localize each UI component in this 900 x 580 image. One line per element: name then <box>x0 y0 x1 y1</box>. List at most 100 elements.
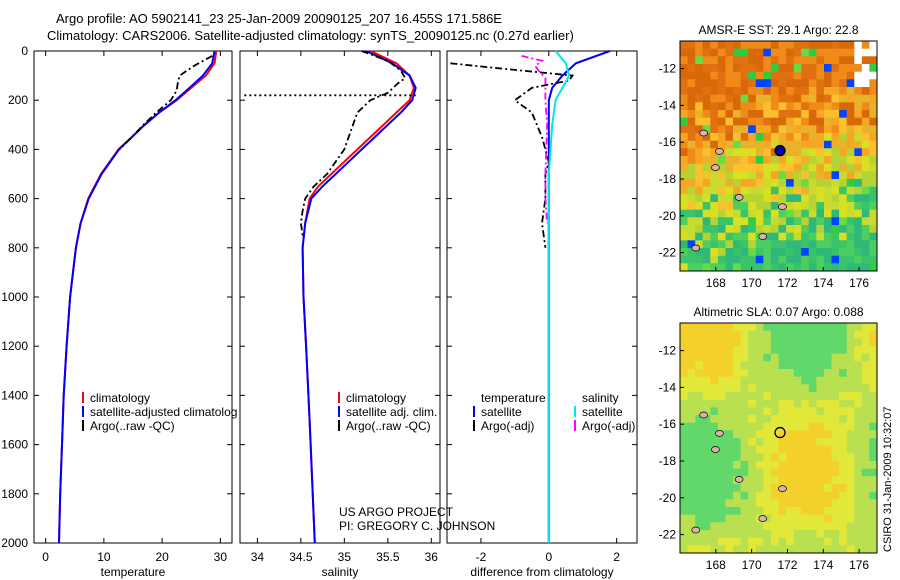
y-tick-label: 400 <box>8 142 28 156</box>
map-x-tick-label: 170 <box>742 558 762 572</box>
x-tick-label: 34 <box>251 550 265 564</box>
map-y-tick-label: -16 <box>659 417 677 431</box>
map-x-tick-label: 176 <box>849 276 869 290</box>
x-tick-label: 0 <box>545 550 552 564</box>
map-x-tick-label: 170 <box>742 276 762 290</box>
map-y-tick-label: -18 <box>659 172 677 186</box>
legend-temperature-heading: temperature <box>481 391 546 405</box>
x-tick-label: 36 <box>425 550 439 564</box>
island-shape <box>758 515 768 522</box>
island-shape <box>699 129 708 137</box>
x-tick-label: 20 <box>155 550 169 564</box>
y-tick-label: 1600 <box>1 438 28 452</box>
island-shape <box>715 148 724 155</box>
map-y-tick-label: -22 <box>659 246 677 260</box>
x-tick-label: 2 <box>613 550 620 564</box>
series-line-salinity-satellite <box>547 50 571 543</box>
series-line-temperature-satellite <box>547 50 611 543</box>
map-x-tick-label: 168 <box>706 558 726 572</box>
map-x-tick-label: 172 <box>777 558 797 572</box>
x-tick-label: 30 <box>214 550 228 564</box>
plot-frame <box>239 50 441 544</box>
profile-panel-2 <box>239 50 441 544</box>
map-y-tick-label: -12 <box>659 62 677 76</box>
profile-title: Argo profile: AO 5902141_23 25-Jan-2009 … <box>56 11 502 26</box>
map-x-tick-label: 172 <box>777 276 797 290</box>
x-tick-label: 34.5 <box>289 550 313 564</box>
legend-sal-satellite-label: satellite <box>582 405 623 419</box>
credit-pi: PI: GREGORY C. JOHNSON <box>339 519 495 533</box>
map-x-tick-label: 174 <box>813 558 833 572</box>
series-line-argo-raw-qc- <box>299 50 407 236</box>
y-tick-label: 1800 <box>1 487 28 501</box>
map-y-tick-label: -14 <box>659 98 677 112</box>
island-shape <box>758 233 768 240</box>
x-tick-label: 35.5 <box>376 550 400 564</box>
map-x-tick-label: 176 <box>849 558 869 572</box>
legend-sal-argo-label: Argo(-adj) <box>582 419 635 433</box>
legend-argo-label: Argo(..raw -QC) <box>90 419 175 433</box>
x-axis-label: temperature <box>101 565 166 579</box>
series-line-temperature-argo-adj- <box>450 62 575 248</box>
y-tick-label: 1000 <box>1 290 28 304</box>
island-shape <box>734 194 744 201</box>
plot-frame <box>446 50 638 544</box>
island-shape <box>711 164 720 171</box>
legend-climatology-label: climatology <box>346 391 406 405</box>
island-shape <box>778 485 787 492</box>
map-x-tick-label: 168 <box>706 276 726 290</box>
profile-panel-1 <box>33 50 233 544</box>
series-line-satellite-adjusted-climatology <box>58 50 216 544</box>
series-line-argo-raw-qc- <box>118 55 213 151</box>
sla-map-title: Altimetric SLA: 0.07 Argo: 0.088 <box>693 305 863 319</box>
y-tick-label: 800 <box>8 241 28 255</box>
map-y-tick-label: -20 <box>659 491 677 505</box>
island-shape <box>778 203 787 210</box>
series-line-climatology <box>301 50 415 544</box>
y-tick-label: 2000 <box>1 536 28 550</box>
x-axis-label: difference from climatology <box>470 565 613 579</box>
map-x-tick-label: 174 <box>813 276 833 290</box>
argo-location-marker <box>774 426 786 439</box>
y-tick-label: 1200 <box>1 339 28 353</box>
map-y-tick-label: -22 <box>659 528 677 542</box>
timestamp-label: CSIRO 31-Jan-2009 10:32:07 <box>882 406 894 552</box>
legend-salinity-heading: salinity <box>582 391 619 405</box>
map-y-tick-label: -14 <box>659 380 677 394</box>
argo-location-marker <box>774 144 786 157</box>
y-tick-label: 600 <box>8 192 28 206</box>
x-axis-label: salinity <box>322 565 359 579</box>
legend-satellite-label: satellite-adjusted climatolog <box>90 405 237 419</box>
series-line-climatology <box>58 50 218 544</box>
sst-map-panel <box>679 40 878 272</box>
map-y-tick-label: -18 <box>659 454 677 468</box>
island-shape <box>691 526 701 534</box>
y-tick-label: 200 <box>8 93 28 107</box>
map-y-tick-label: -16 <box>659 135 677 149</box>
x-tick-label: -2 <box>476 550 487 564</box>
x-tick-label: 35 <box>338 550 352 564</box>
sla-map-panel <box>679 322 878 554</box>
island-shape <box>734 476 744 483</box>
legend-satellite-label: satellite adj. clim. <box>346 405 437 419</box>
plot-frame <box>33 50 233 544</box>
series-line-salinity-argo-adj- <box>521 55 549 224</box>
y-tick-label: 0 <box>21 44 28 58</box>
map-frame <box>679 322 878 554</box>
profile-panel-3 <box>446 50 638 544</box>
island-shape <box>691 244 701 252</box>
island-shape <box>711 446 720 453</box>
island-shape <box>715 430 724 437</box>
map-y-tick-label: -20 <box>659 209 677 223</box>
series-line-satellite-adj-clim- <box>301 50 417 544</box>
x-tick-label: 0 <box>42 550 49 564</box>
x-tick-label: 10 <box>97 550 111 564</box>
island-shape <box>699 411 708 419</box>
legend-climatology-label: climatology <box>90 391 150 405</box>
map-y-tick-label: -12 <box>659 344 677 358</box>
legend-temp-argo-label: Argo(-adj) <box>481 419 534 433</box>
legend-argo-label: Argo(..raw -QC) <box>346 419 431 433</box>
credit-project: US ARGO PROJECT <box>339 505 454 519</box>
sst-map-title: AMSR-E SST: 29.1 Argo: 22.8 <box>698 23 858 37</box>
